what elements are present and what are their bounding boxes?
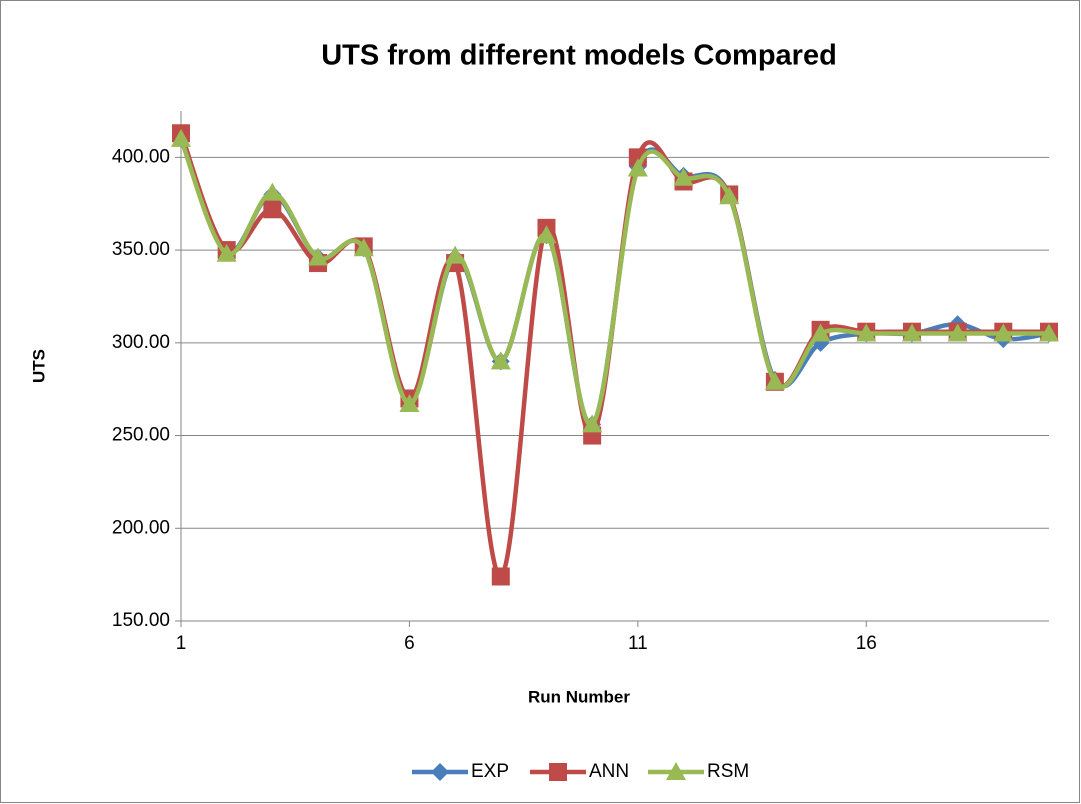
marker (856, 323, 877, 342)
legend-marker (549, 763, 567, 781)
marker (673, 167, 694, 186)
marker (810, 323, 831, 342)
series-line (178, 137, 1049, 427)
y-tick-label: 250.00 (112, 425, 170, 446)
marker (627, 158, 648, 177)
marker (490, 351, 511, 370)
y-tick-label: 350.00 (112, 239, 170, 260)
legend-item: ANN (530, 761, 629, 782)
marker (582, 414, 603, 433)
y-tick-label: 150.00 (112, 610, 170, 631)
chart-title: UTS from different models Compared (321, 40, 837, 72)
marker (262, 182, 283, 201)
legend-label: EXP (471, 761, 509, 782)
legend-item: RSM (648, 761, 749, 782)
marker (399, 394, 420, 413)
marker (764, 371, 785, 390)
marker (1039, 323, 1059, 342)
legend-item: EXP (412, 761, 509, 782)
x-tick-label: 11 (628, 633, 648, 654)
x-tick-label: 1 (176, 633, 187, 654)
marker (216, 243, 237, 262)
y-axis-title: UTS (29, 349, 48, 383)
y-tick-label: 300.00 (112, 332, 170, 353)
marker (353, 238, 374, 257)
legend-label: ANN (589, 761, 629, 782)
marker (719, 186, 740, 205)
x-axis-title: Run Number (528, 687, 630, 706)
marker (993, 323, 1014, 342)
marker (901, 323, 922, 342)
marker (171, 128, 191, 147)
marker (263, 200, 282, 219)
legend-label: RSM (707, 761, 749, 782)
marker (536, 225, 557, 244)
y-tick-label: 200.00 (112, 517, 170, 538)
marker (491, 567, 510, 586)
x-tick-label: 6 (404, 633, 415, 654)
marker (947, 323, 968, 342)
legend-marker (431, 763, 449, 781)
y-tick-label: 400.00 (112, 146, 170, 167)
marker (308, 247, 329, 266)
legend-marker (666, 762, 686, 780)
marker (445, 245, 466, 264)
x-tick-label: 16 (856, 633, 877, 654)
